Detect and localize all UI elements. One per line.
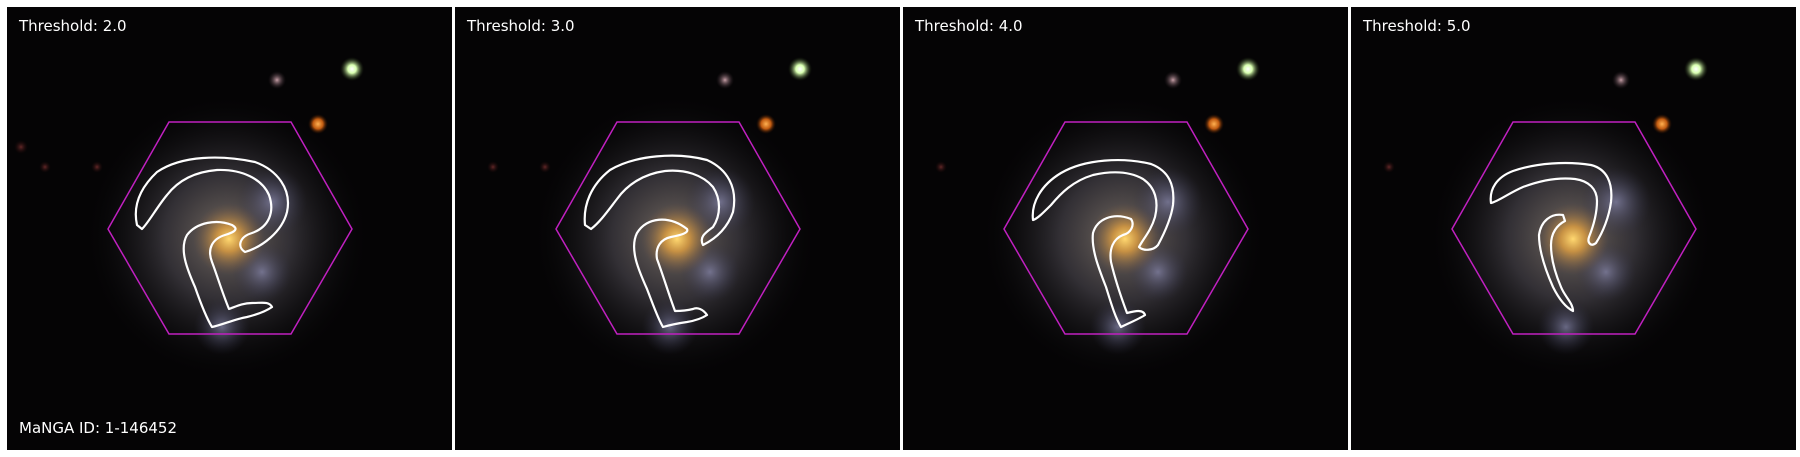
arm-contour-outer: [1489, 161, 1613, 246]
arm-contour-outer: [134, 156, 290, 254]
ifu-hexagon: [1003, 121, 1249, 335]
foreground-star: [716, 71, 734, 89]
galaxy-panel-threshold-4: Threshold: 4.0: [903, 7, 1348, 450]
ifu-hexagon: [1451, 121, 1697, 335]
foreground-star: [268, 71, 286, 89]
galaxy-image: [7, 7, 452, 450]
foreground-star: [756, 114, 776, 134]
foreground-star: [308, 114, 328, 134]
arm-contour-inner: [632, 218, 709, 329]
galaxy-image: [1351, 7, 1796, 450]
foreground-star: [340, 57, 364, 81]
foreground-star: [1236, 57, 1260, 81]
arm-contour-inner: [182, 220, 274, 329]
galaxy-panel-threshold-2: Threshold: 2.0 MaNGA ID: 1-146452: [7, 7, 452, 450]
foreground-star: [1204, 114, 1224, 134]
foreground-star: [788, 57, 812, 81]
arm-contour-outer: [1031, 159, 1175, 251]
foreground-star: [1652, 114, 1672, 134]
galaxy-image: [903, 7, 1348, 450]
threshold-label: Threshold: 2.0: [19, 17, 127, 35]
foreground-star: [1612, 71, 1630, 89]
galaxy-panel-threshold-3: Threshold: 3.0: [455, 7, 900, 450]
galaxy-image: [455, 7, 900, 450]
ifu-hexagon: [555, 121, 801, 335]
manga-id-label: MaNGA ID: 1-146452: [19, 419, 178, 437]
threshold-label: Threshold: 4.0: [915, 17, 1023, 35]
foreground-star: [1684, 57, 1708, 81]
galaxy-panel-threshold-5: Threshold: 5.0: [1351, 7, 1796, 450]
foreground-star: [1164, 71, 1182, 89]
arm-contour-outer: [583, 154, 736, 247]
threshold-label: Threshold: 5.0: [1363, 17, 1471, 35]
threshold-label: Threshold: 3.0: [467, 17, 575, 35]
arm-contour-inner: [1091, 215, 1147, 329]
arm-contour-inner: [1537, 213, 1575, 313]
ifu-hexagon: [107, 121, 353, 335]
